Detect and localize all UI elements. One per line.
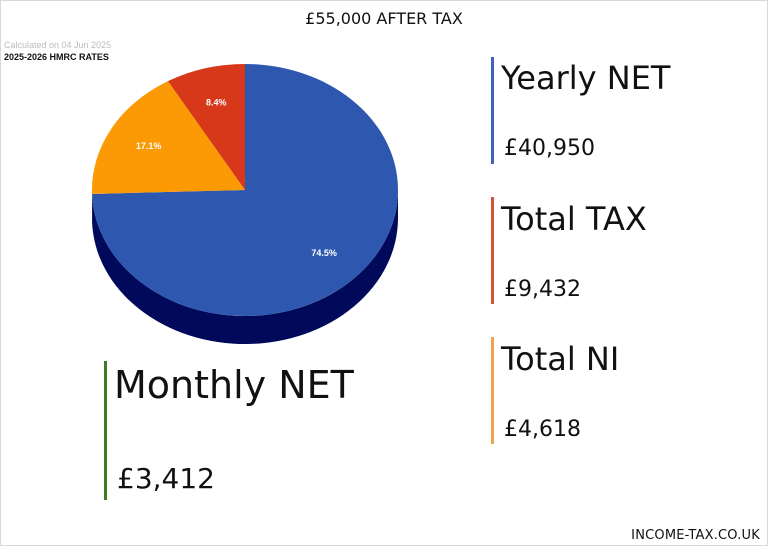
yearly-net-value: £40,950 — [504, 136, 595, 161]
rates-label: 2025-2026 HMRC RATES — [4, 52, 109, 62]
total-tax-stat: Total TAX £9,432 — [491, 197, 647, 304]
yearly-net-stat: Yearly NET £40,950 — [491, 57, 670, 164]
total-ni-stat: Total NI £4,618 — [491, 337, 619, 444]
site-footer: INCOME-TAX.CO.UK — [631, 528, 760, 543]
chart-title: £55,000 AFTER TAX — [305, 9, 463, 28]
calculated-date: Calculated on 04 Jun 2025 — [4, 40, 112, 50]
pie-slice-label: 8.4% — [206, 97, 227, 107]
pie-chart: 74.5% 17.1% 8.4% — [92, 64, 398, 345]
pie-slice — [167, 64, 245, 190]
total-ni-label: Total NI — [501, 340, 620, 378]
yearly-net-label: Yearly NET — [501, 59, 671, 97]
total-ni-value: £4,618 — [504, 417, 581, 442]
monthly-net-label: Monthly NET — [114, 363, 354, 407]
pie-slice-label: 17.1% — [136, 141, 162, 151]
pie-slice — [92, 81, 245, 194]
monthly-net-stat: Monthly NET £3,412 — [104, 361, 354, 500]
monthly-net-value: £3,412 — [117, 462, 215, 495]
pie-side-74.5% — [92, 190, 398, 345]
pie-slice — [92, 64, 398, 317]
total-tax-label: Total TAX — [501, 200, 647, 238]
total-tax-value: £9,432 — [504, 277, 581, 302]
pie-slice-label: 74.5% — [311, 248, 337, 258]
